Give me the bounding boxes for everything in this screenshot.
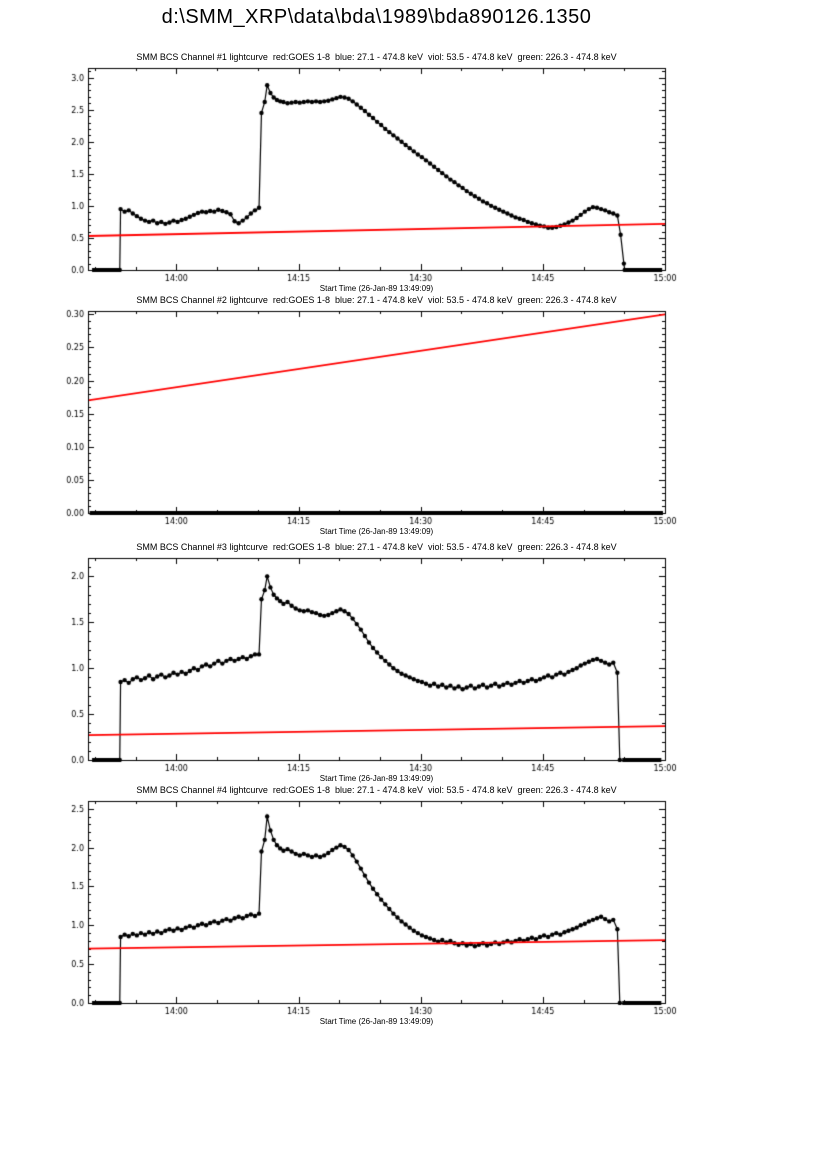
x-axis-label: Start Time (26-Jan-89 13:49:09) [319, 527, 434, 536]
channel-4-plot-canvas [30, 797, 680, 1019]
x-axis-label: Start Time (26-Jan-89 13:49:09) [319, 1017, 434, 1026]
x-axis-label: Start Time (26-Jan-89 13:49:09) [319, 284, 434, 293]
channel-3-lightcurve-chart: SMM BCS Channel #3 lightcurve red:GOES 1… [0, 542, 826, 788]
chart-title: SMM BCS Channel #3 lightcurve red:GOES 1… [136, 542, 617, 552]
channel-1-plot-canvas [30, 64, 680, 286]
chart-title: SMM BCS Channel #2 lightcurve red:GOES 1… [136, 295, 617, 305]
channel-4-lightcurve-chart: SMM BCS Channel #4 lightcurve red:GOES 1… [0, 785, 826, 1031]
chart-title: SMM BCS Channel #1 lightcurve red:GOES 1… [136, 52, 617, 62]
channel-2-lightcurve-chart: SMM BCS Channel #2 lightcurve red:GOES 1… [0, 295, 826, 541]
file-path-title: d:\SMM_XRP\data\bda\1989\bda890126.1350 [161, 6, 592, 28]
x-axis-label: Start Time (26-Jan-89 13:49:09) [319, 774, 434, 783]
chart-title: SMM BCS Channel #4 lightcurve red:GOES 1… [136, 785, 617, 795]
channel-2-plot-canvas [30, 307, 680, 529]
channel-3-plot-canvas [30, 554, 680, 776]
channel-1-lightcurve-chart: SMM BCS Channel #1 lightcurve red:GOES 1… [0, 52, 826, 298]
